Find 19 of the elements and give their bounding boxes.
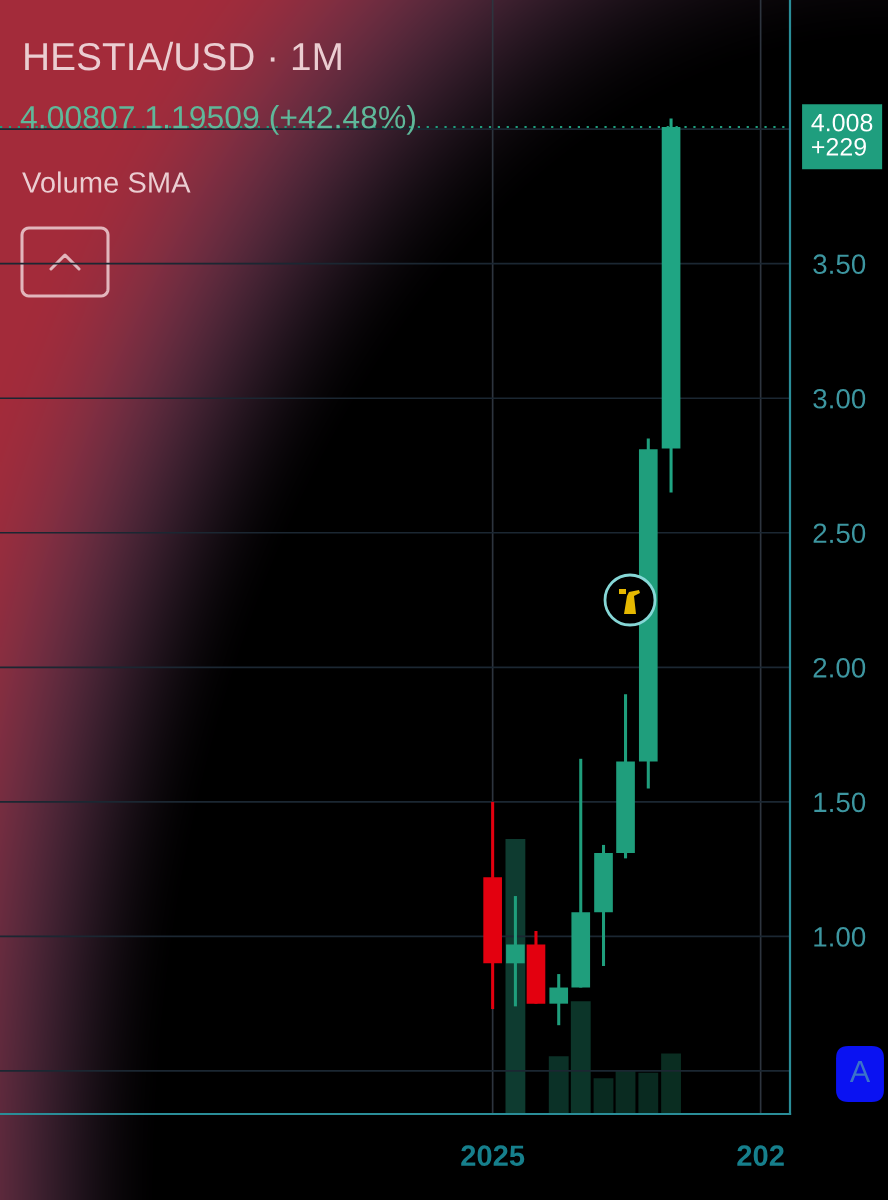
y-tick-label: 3.00 bbox=[813, 388, 866, 409]
x-tick-label: 2025 bbox=[461, 1145, 525, 1166]
y-tick-label: 2.50 bbox=[813, 523, 866, 544]
y-tick-label: 2.00 bbox=[813, 657, 866, 678]
annotation: Volume SMA bbox=[22, 171, 191, 193]
text: 4.00807 1.19509 (+42.48%) bbox=[20, 105, 415, 135]
text: HESTIA/USD · 1M bbox=[25, 41, 341, 71]
bar bbox=[661, 1053, 681, 1114]
x-tick-label: 202 bbox=[737, 1145, 784, 1166]
y-tick-label: 1.00 bbox=[814, 927, 866, 947]
bar bbox=[548, 1056, 569, 1114]
bar bbox=[593, 1078, 614, 1114]
ref-line-label: 4.008 +229 bbox=[811, 113, 873, 156]
text: A bbox=[849, 1060, 871, 1082]
bar bbox=[570, 1001, 591, 1114]
bar bbox=[638, 1072, 659, 1114]
y-tick-label: 3.50 bbox=[813, 254, 866, 275]
y-tick-label: 1.50 bbox=[814, 792, 866, 813]
candlestick bbox=[549, 974, 569, 1027]
